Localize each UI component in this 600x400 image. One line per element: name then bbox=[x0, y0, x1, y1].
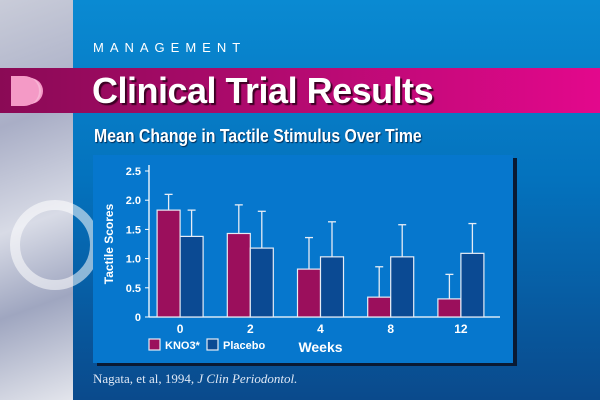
bar-placebo bbox=[460, 252, 485, 318]
citation-journal: J Clin Periodontol. bbox=[197, 371, 298, 386]
x-tick-label: 2 bbox=[247, 322, 254, 336]
chart-title: Mean Change in Tactile Stimulus Over Tim… bbox=[94, 126, 422, 146]
bar-placebo bbox=[390, 256, 415, 318]
y-axis-label: Tactile Scores bbox=[102, 203, 116, 284]
section-label: MANAGEMENT bbox=[93, 40, 247, 55]
legend-label: KNO3* bbox=[165, 340, 201, 352]
x-tick-label: 4 bbox=[317, 322, 324, 336]
x-tick-label: 8 bbox=[387, 322, 394, 336]
bar-kno3 bbox=[367, 296, 392, 318]
y-tick-label: 1.5 bbox=[126, 224, 141, 236]
x-axis-label: Weeks bbox=[298, 339, 342, 355]
bar-kno3 bbox=[296, 268, 322, 318]
bar-kno3 bbox=[156, 209, 181, 318]
bar-placebo bbox=[179, 235, 204, 318]
stethoscope-photo bbox=[0, 0, 100, 400]
bar-placebo bbox=[249, 247, 274, 318]
title-band bbox=[0, 68, 600, 113]
page-title: Clinical Trial Results bbox=[92, 70, 434, 111]
legend-swatch bbox=[206, 338, 219, 351]
legend-label: Placebo bbox=[223, 340, 265, 352]
citation: Nagata, et al, 1994, J Clin Periodontol. bbox=[93, 371, 297, 387]
x-tick-label: 0 bbox=[177, 322, 184, 336]
citation-text: Nagata, et al, 1994, bbox=[93, 371, 198, 386]
y-tick-label: 2.5 bbox=[126, 166, 141, 178]
y-tick-label: 2.0 bbox=[126, 195, 141, 207]
y-tick-label: 0.5 bbox=[126, 283, 141, 295]
bar-chart: 0 0.5 1.0 1.5 2.0 2.5 Tactile Scores 0 2 4 8 12 Week… bbox=[102, 165, 500, 355]
x-tick-label: 12 bbox=[454, 322, 468, 336]
legend-swatch bbox=[148, 338, 161, 351]
y-tick-label: 1.0 bbox=[126, 254, 141, 266]
bar-kno3 bbox=[226, 232, 251, 318]
bar-kno3 bbox=[437, 298, 462, 318]
bar-placebo bbox=[319, 256, 345, 318]
y-tick-label: 0 bbox=[135, 312, 141, 324]
band-logo-mark bbox=[11, 76, 39, 106]
